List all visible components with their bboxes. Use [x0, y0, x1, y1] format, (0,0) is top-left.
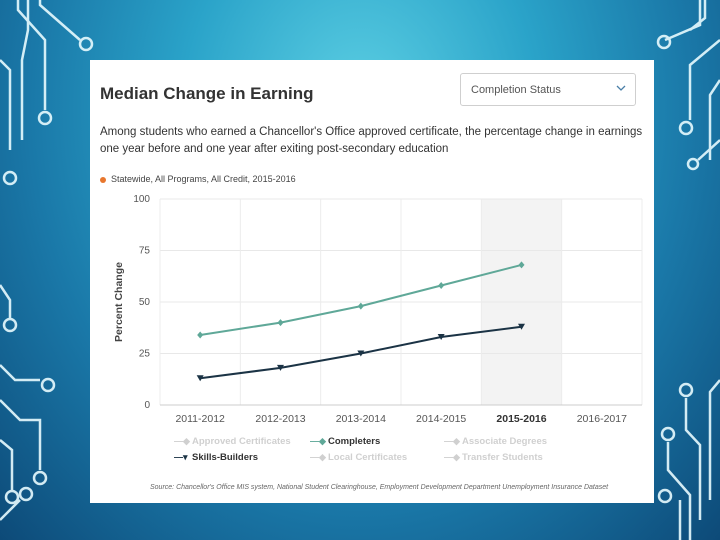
- line-chart: 0 25 50 75 100 2011-2012 2012-2013 2013-2014 201…: [113, 194, 643, 425]
- x-tick-label: 2015-2016: [496, 413, 546, 425]
- legend-marker-icon: —◆: [444, 436, 460, 446]
- legend-label: Local Certificates: [328, 452, 408, 463]
- filter-dot-icon: [100, 176, 106, 183]
- source-note: Source: Chancellor's Office MIS system, …: [150, 484, 609, 491]
- y-tick-label: 25: [139, 349, 151, 360]
- x-tick-label: 2014-2015: [416, 413, 466, 425]
- legend-marker-icon: —◆: [310, 436, 326, 446]
- legend-label: Skills-Builders: [192, 452, 258, 463]
- legend-marker-icon: —◆: [444, 452, 460, 462]
- legend-marker-icon: —▾: [174, 452, 188, 462]
- legend-marker-icon: —◆: [310, 452, 326, 462]
- y-tick-label: 50: [139, 297, 151, 308]
- y-tick-label: 75: [139, 246, 151, 257]
- legend-item-skills-builders[interactable]: —▾ Skills-Builders: [174, 452, 258, 463]
- data-point: [438, 282, 445, 290]
- legend-item-completers[interactable]: —◆ Completers: [310, 436, 380, 447]
- x-tick-label: 2013-2014: [336, 413, 386, 425]
- filter-text: Statewide, All Programs, All Credit, 201…: [111, 174, 296, 184]
- x-tick-label: 2011-2012: [175, 413, 225, 425]
- legend-item-approved-certificates[interactable]: —◆ Approved Certificates: [174, 436, 291, 447]
- data-point: [197, 331, 204, 339]
- completion-status-dropdown[interactable]: Completion Status: [460, 73, 636, 106]
- legend-label: Associate Degrees: [462, 436, 548, 447]
- legend-item-local-certificates[interactable]: —◆ Local Certificates: [310, 452, 407, 463]
- legend-item-associate-degrees[interactable]: —◆ Associate Degrees: [444, 436, 547, 447]
- y-tick-label: 100: [133, 194, 150, 205]
- x-tick-label: 2012-2013: [255, 413, 305, 425]
- legend-label: Approved Certificates: [192, 436, 291, 447]
- data-point: [518, 323, 525, 330]
- y-tick-label: 0: [144, 400, 150, 411]
- filter-label: Statewide, All Programs, All Credit, 201…: [100, 174, 296, 184]
- x-tick-label: 2016-2017: [577, 413, 627, 425]
- chart-title: Median Change in Earning: [100, 84, 314, 103]
- data-point: [277, 364, 284, 371]
- data-point: [357, 302, 364, 310]
- data-point: [437, 334, 445, 341]
- data-point: [518, 261, 525, 269]
- legend-label: Transfer Students: [462, 452, 543, 463]
- chart-description: Among students who earned a Chancellor's…: [100, 126, 643, 155]
- data-point: [277, 319, 284, 327]
- y-axis-label: Percent Change: [113, 262, 125, 342]
- data-point: [357, 350, 365, 357]
- legend-label: Completers: [328, 436, 381, 447]
- series-line-completers: [200, 263, 522, 336]
- dropdown-value: Completion Status: [471, 84, 561, 96]
- chart-card: Median Change in Earning Completion Stat…: [90, 60, 654, 503]
- data-point: [196, 375, 204, 382]
- legend-marker-icon: —◆: [174, 436, 190, 446]
- legend-item-transfer-students[interactable]: —◆ Transfer Students: [444, 452, 543, 463]
- chevron-down-icon: [616, 85, 626, 91]
